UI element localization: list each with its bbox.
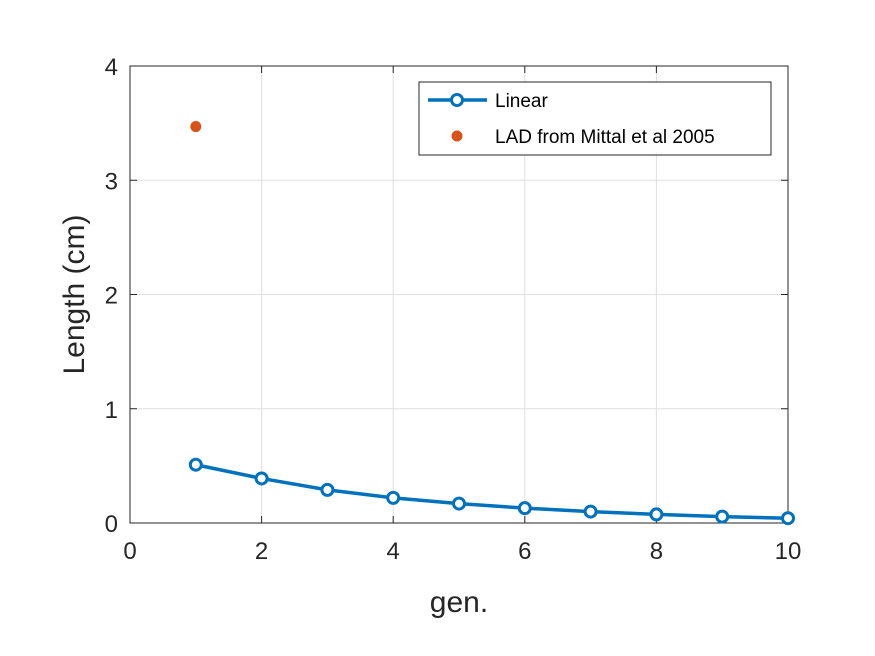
data-point-linear: [452, 496, 466, 511]
y-tick-label: 1: [105, 397, 118, 424]
x-tick-label: 10: [775, 538, 802, 565]
series-line-linear: [195, 463, 789, 520]
data-point-linear: [715, 509, 730, 524]
legend: Linear LAD from Mittal et al 2005: [418, 81, 772, 156]
legend-linear-label: Linear: [495, 91, 548, 112]
data-point-lad: [190, 121, 202, 133]
data-point-linear: [254, 471, 269, 486]
x-tick-label: 4: [387, 538, 400, 565]
y-tick-label: 3: [105, 168, 118, 195]
y-tick-label: 4: [105, 54, 118, 81]
legend-linear-marker: [450, 93, 464, 107]
y-axis-label: Length (cm): [58, 214, 91, 374]
data-point-linear: [188, 457, 203, 472]
data-point-linear: [386, 490, 401, 505]
x-tick-label: 2: [255, 538, 268, 565]
legend-box: [418, 81, 772, 156]
data-point-linear: [583, 504, 598, 519]
data-point-linear: [320, 482, 335, 497]
legend-lad-label: LAD from Mittal et al 2005: [495, 127, 715, 148]
x-axis-label: gen.: [430, 586, 488, 619]
y-tick-label: 0: [105, 511, 118, 538]
x-tick-label: 0: [123, 538, 136, 565]
data-point-linear: [517, 501, 532, 516]
tick-labels: 0 2 4 6 8 10 0 1 2 3 4: [105, 54, 802, 565]
legend-lad-marker: [451, 130, 463, 142]
x-tick-label: 8: [650, 538, 663, 565]
series-layer: [188, 121, 795, 526]
data-point-linear: [649, 507, 664, 522]
data-point-linear: [781, 511, 795, 526]
y-tick-label: 2: [105, 283, 118, 310]
x-tick-label: 6: [518, 538, 531, 565]
